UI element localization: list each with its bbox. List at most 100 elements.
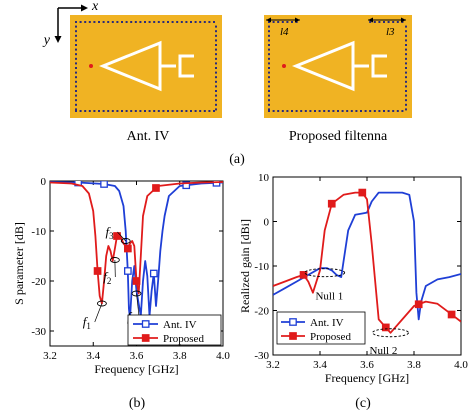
via-dot — [387, 21, 390, 23]
via-dot — [148, 21, 151, 23]
series-marker — [124, 267, 132, 275]
via-dot — [268, 25, 270, 28]
annotation-leader — [94, 303, 103, 323]
x-tick-label: 4.0 — [216, 350, 230, 362]
via-dot — [405, 103, 407, 106]
via-dot — [203, 110, 206, 112]
via-dot — [309, 110, 312, 112]
x-tick-label: 3.4 — [313, 359, 327, 371]
via-dot — [144, 21, 146, 23]
via-row — [75, 21, 217, 112]
filtenna-title: Proposed filtenna — [289, 129, 388, 144]
via-dot — [281, 21, 284, 23]
via-dot — [360, 110, 362, 112]
series-marker — [152, 184, 160, 192]
via-dot — [337, 110, 339, 112]
via-dot — [341, 110, 344, 112]
via-dot — [387, 110, 390, 112]
via-dot — [215, 108, 217, 111]
via-dot — [369, 21, 372, 23]
via-dot — [268, 71, 270, 74]
via-dot — [199, 110, 202, 112]
via-dot — [208, 21, 211, 23]
x-tick-label: 3.2 — [266, 359, 280, 371]
via-dot — [75, 103, 77, 106]
y-tick-label: 0 — [41, 176, 47, 188]
via-dot — [75, 25, 77, 28]
via-dot — [98, 21, 100, 23]
via-dot — [130, 110, 133, 112]
via-dot — [75, 62, 77, 65]
via-dot — [405, 39, 407, 42]
via-dot — [405, 25, 407, 28]
legend-label: Ant. IV — [163, 319, 197, 331]
via-dot — [327, 110, 330, 112]
via-dot — [268, 39, 270, 42]
via-dot — [215, 30, 217, 33]
realized-gain-chart: 3.2 3.4 3.6 3.8 4.0 10 0 -10 -20 -30 Frequency [GH… — [238, 172, 468, 385]
via-dot — [405, 53, 407, 56]
via-dot — [111, 21, 114, 23]
via-dot — [185, 110, 188, 112]
via-row — [268, 21, 407, 112]
y-tick-label: -10 — [31, 226, 46, 238]
via-dot — [304, 110, 307, 112]
annotation-null: Null 2 — [370, 345, 398, 357]
via-dot — [75, 108, 77, 111]
via-dot — [144, 110, 146, 112]
via-dot — [396, 21, 399, 23]
caption-c: (c) — [355, 396, 371, 411]
via-dot — [111, 110, 114, 112]
series-marker — [93, 267, 102, 275]
via-dot — [355, 110, 358, 112]
via-dot — [272, 110, 275, 112]
via-dot — [93, 110, 96, 112]
via-dot — [215, 90, 217, 92]
via-dot — [373, 21, 376, 23]
caption-a: (a) — [229, 152, 245, 167]
annotation-leader — [117, 231, 126, 242]
null-ellipse — [372, 328, 409, 338]
via-dot — [268, 48, 270, 51]
via-dot — [369, 110, 372, 112]
resonance-marker — [96, 300, 107, 307]
legend: Ant. IV Proposed — [127, 314, 222, 346]
via-dot — [213, 21, 215, 23]
via-dot — [405, 34, 407, 37]
via-dot — [215, 99, 217, 102]
via-dot — [75, 99, 77, 102]
via-dot — [75, 34, 77, 37]
via-dot — [318, 110, 321, 112]
via-dot — [75, 94, 77, 97]
x-tick-label: 3.2 — [43, 350, 57, 362]
via-dot — [98, 110, 100, 112]
via-dot — [295, 110, 298, 112]
via-dot — [396, 110, 399, 112]
via-dot — [199, 21, 202, 23]
via-dot — [116, 110, 119, 112]
annotation-leader — [136, 293, 140, 318]
legend-label: Ant. IV — [310, 317, 344, 329]
via-dot — [268, 110, 270, 112]
s-parameter-chart: 3.2 3.4 3.6 3.8 4.0 0 -10 -20 -30 Frequency [GHz]… — [12, 176, 230, 376]
legend-marker — [289, 332, 297, 340]
substrate — [264, 15, 412, 118]
y-axis-label: Realized gain [dBi] — [238, 219, 252, 313]
via-dot — [405, 85, 407, 88]
via-dot — [75, 21, 77, 23]
via-dot — [268, 108, 270, 111]
series-marker — [327, 199, 336, 208]
x-tick-label: 4.0 — [454, 359, 468, 371]
dim-l4-label: l4 — [280, 26, 289, 38]
via-dot — [88, 110, 91, 112]
dimension-l3: l3 — [368, 17, 406, 38]
series-line-ant-iv — [50, 181, 223, 320]
via-dot — [405, 94, 407, 97]
filtenna-board: l4 l3 — [264, 15, 412, 118]
null-ellipse — [304, 268, 346, 278]
feed-stub — [178, 54, 194, 78]
via-dot — [84, 21, 87, 23]
annotation-f2: f2 — [103, 269, 111, 286]
via-dot — [378, 110, 381, 112]
via-dot — [215, 39, 217, 42]
